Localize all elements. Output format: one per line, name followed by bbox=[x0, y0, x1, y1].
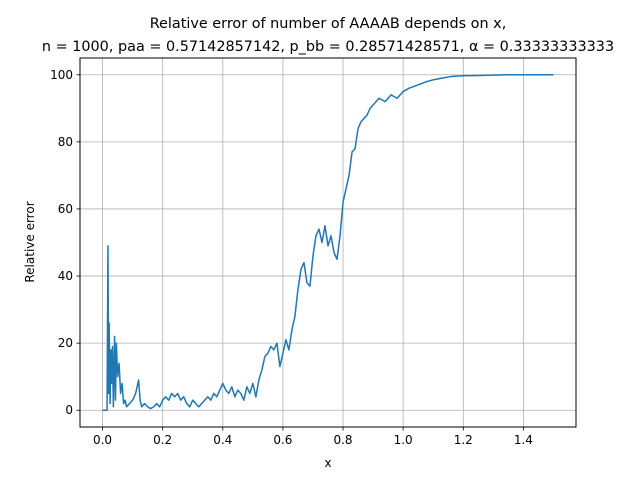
y-tick-label: 100 bbox=[50, 68, 73, 82]
tick-layer: 0.0 0.2 0.4 0.6 0.8 1.0 1.2 1.4 0 20 40 60 80 100 bbox=[50, 68, 533, 447]
x-tick-label: 0.8 bbox=[333, 433, 352, 447]
y-tick-label: 60 bbox=[58, 202, 73, 216]
x-axis-label: x bbox=[324, 456, 331, 470]
series-line bbox=[102, 74, 554, 411]
y-tick-label: 40 bbox=[58, 269, 73, 283]
y-axis-label: Relative error bbox=[23, 201, 37, 282]
x-tick-label: 0.2 bbox=[153, 433, 172, 447]
y-tick-label: 0 bbox=[65, 403, 73, 417]
y-tick-label: 80 bbox=[58, 135, 73, 149]
x-tick-label: 0.0 bbox=[93, 433, 112, 447]
x-tick-label: 1.2 bbox=[454, 433, 473, 447]
series-layer bbox=[102, 74, 554, 411]
x-tick-label: 0.6 bbox=[273, 433, 292, 447]
plot-area-frame bbox=[79, 57, 577, 428]
x-tick-label: 1.4 bbox=[514, 433, 533, 447]
x-tick-label: 0.4 bbox=[213, 433, 232, 447]
chart-title-line-2: n = 1000, paa = 0.57142857142, p_bb = 0.… bbox=[42, 39, 614, 55]
x-tick-label: 1.0 bbox=[394, 433, 413, 447]
chart-title-line-1: Relative error of number of AAAAB depend… bbox=[150, 16, 507, 32]
y-tick-label: 20 bbox=[58, 336, 73, 350]
